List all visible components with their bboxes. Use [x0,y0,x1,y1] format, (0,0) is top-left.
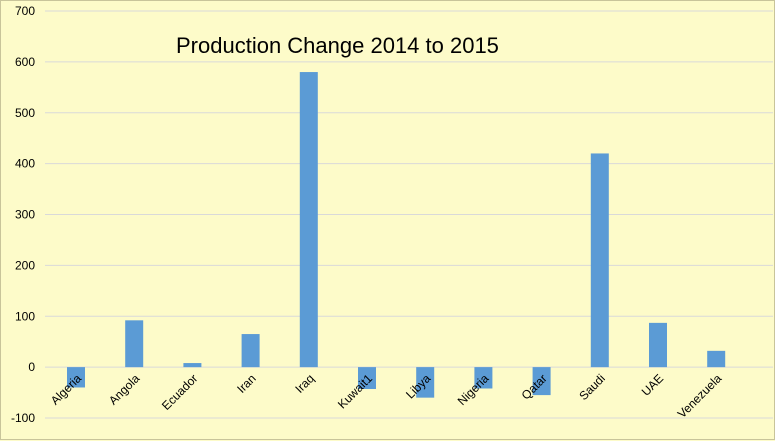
x-tick-label-angola: Angola [106,371,143,408]
bars [67,72,726,398]
bar-algeria [67,367,85,388]
x-tick-label-kuwait1: Kuwait1 [335,371,375,411]
bar-libya [416,367,435,398]
bar-kuwait1 [358,367,376,390]
bar-iran [241,334,260,368]
y-tick-label: 0 [28,360,35,374]
bar-uae [649,322,667,368]
y-tick-label: 700 [15,4,35,18]
y-axis-tick-labels: -100 0 100 200 300 400 500 600 700 [11,4,35,425]
bar-angola [125,320,144,368]
x-tick-label-ecuador: Ecuador [159,371,201,413]
chart-title: Production Change 2014 to 2015 [176,33,499,58]
bar-qatar [532,367,551,396]
bar-iraq [299,72,318,368]
y-tick-label: 400 [15,157,35,171]
bar-nigeria [474,367,493,389]
x-tick-label-algeria: Algeria [48,371,85,408]
x-tick-label-venezuela: Venezuela [675,371,725,421]
x-tick-label-iraq: Iraq [292,371,317,396]
x-tick-label-nigeria: Nigeria [455,371,492,408]
y-tick-label: 100 [15,309,35,323]
y-tick-label: 300 [15,208,35,222]
bar-venezuela [707,350,726,368]
y-tick-label: -100 [11,411,35,425]
x-tick-label-saudi: Saudi [576,371,608,403]
bar-saudi [590,153,609,368]
y-tick-label: 500 [15,106,35,120]
x-axis-tick-labels: Algeria Angola Ecuador Iran Iraq Kuwait1 Libya… [48,371,725,421]
x-tick-label-iran: Iran [234,371,259,396]
y-tick-label: 200 [15,258,35,272]
y-tick-label: 600 [15,55,35,69]
x-tick-label-uae: UAE [639,371,666,398]
bar-ecuador [183,363,202,368]
gridlines [45,10,773,419]
